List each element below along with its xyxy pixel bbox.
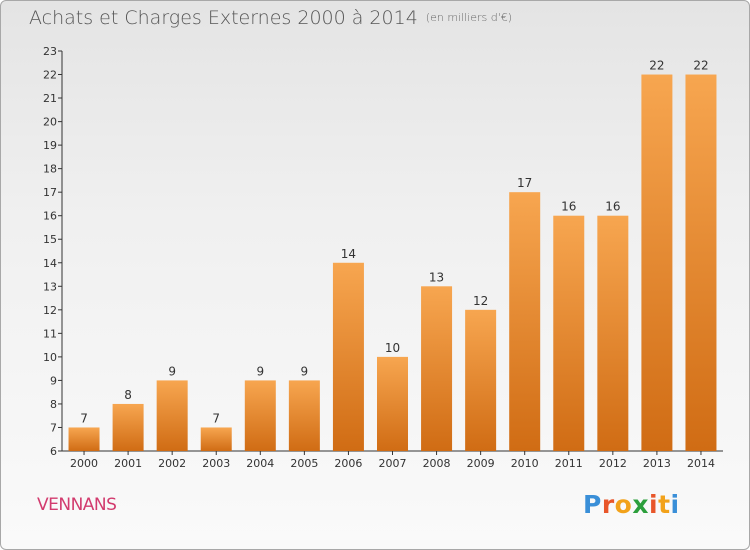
bar-value-label: 9	[168, 364, 176, 378]
x-tick-label: 2014	[687, 457, 715, 470]
bar-value-label: 7	[212, 411, 220, 425]
x-tick-label: 2013	[643, 457, 671, 470]
y-tick-label: 17	[43, 186, 57, 199]
logo-letter: x	[632, 490, 649, 519]
bar	[465, 309, 497, 451]
bar	[288, 380, 320, 451]
x-tick-label: 2011	[555, 457, 583, 470]
chart-data-labels: 7 8 9 7 9 9 14 10 13 12 17 16 16 22 22	[80, 59, 708, 426]
bar-value-label: 9	[301, 364, 309, 378]
chart-title: Achats et Charges Externes 2000 à 2014 (e…	[29, 7, 512, 29]
logo-letter: i	[649, 490, 659, 519]
bar-value-label: 13	[429, 270, 444, 284]
y-tick-label: 9	[50, 374, 57, 387]
y-tick-label: 7	[50, 421, 57, 434]
y-tick-label: 10	[43, 351, 57, 364]
y-tick-label: 20	[43, 116, 57, 129]
bar-value-label: 16	[561, 200, 576, 214]
x-tick-label: 2009	[467, 457, 495, 470]
bar	[641, 74, 673, 451]
x-tick-label: 2002	[158, 457, 186, 470]
bar-value-label: 8	[124, 388, 132, 402]
y-tick-label: 6	[50, 445, 57, 458]
bar	[553, 215, 585, 451]
bar	[685, 74, 717, 451]
logo-letter: t	[658, 490, 671, 519]
bar-value-label: 12	[473, 294, 488, 308]
logo-letter: i	[670, 490, 680, 519]
y-tick-label: 12	[43, 304, 57, 317]
x-tick-label: 2008	[423, 457, 451, 470]
bar	[421, 286, 453, 451]
commune-name: VENNANS	[37, 495, 117, 515]
bar-value-label: 10	[385, 341, 400, 355]
y-tick-label: 21	[43, 92, 57, 105]
x-tick-label: 2010	[511, 457, 539, 470]
bar	[156, 380, 188, 451]
y-tick-label: 13	[43, 280, 57, 293]
y-tick-label: 22	[43, 69, 57, 82]
x-tick-label: 2006	[334, 457, 362, 470]
bar	[377, 356, 408, 451]
logo-letter: P	[583, 490, 602, 519]
x-tick-label: 2007	[379, 457, 407, 470]
bar-value-label: 7	[80, 411, 88, 425]
y-tick-label: 23	[43, 45, 57, 58]
x-tick-label: 2012	[599, 457, 627, 470]
y-tick-label: 16	[43, 210, 57, 223]
chart-subtitle: (en milliers d'€)	[425, 11, 513, 24]
bar-value-label: 14	[341, 247, 356, 261]
y-tick-label: 15	[43, 233, 57, 246]
x-tick-label: 2004	[246, 457, 274, 470]
y-tick-label: 8	[50, 398, 57, 411]
y-tick-label: 18	[43, 163, 57, 176]
bar	[112, 403, 144, 451]
x-tick-label: 2000	[70, 457, 98, 470]
logo-letter: r	[601, 490, 615, 519]
proxiti-logo[interactable]: Proxiti	[583, 490, 680, 519]
bar-value-label: 17	[517, 176, 532, 190]
bar	[332, 262, 364, 451]
x-tick-label: 2003	[202, 457, 230, 470]
bar	[244, 380, 276, 451]
chart-title-text: Achats et Charges Externes 2000 à 2014	[29, 7, 418, 29]
bar-value-label: 9	[256, 364, 264, 378]
bar-value-label: 22	[693, 59, 708, 73]
chart-bars	[68, 74, 717, 452]
bar	[68, 427, 100, 451]
bar	[597, 215, 629, 451]
bar	[509, 192, 541, 452]
y-tick-label: 19	[43, 139, 57, 152]
y-tick-label: 14	[43, 257, 57, 270]
logo-letter: o	[614, 490, 633, 519]
x-tick-label: 2001	[114, 457, 142, 470]
y-tick-label: 11	[43, 327, 57, 340]
x-tick-label: 2005	[290, 457, 318, 470]
bar-value-label: 22	[649, 59, 664, 73]
bar-value-label: 16	[605, 200, 620, 214]
bar	[200, 427, 232, 451]
